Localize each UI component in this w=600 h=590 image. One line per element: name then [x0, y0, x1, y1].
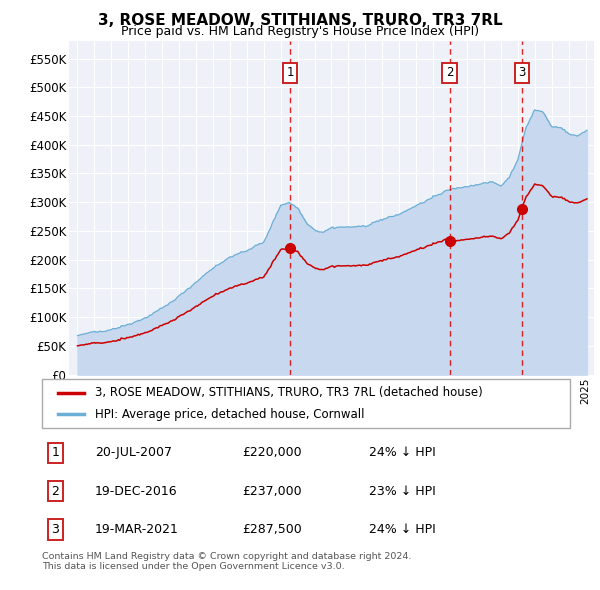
Text: £237,000: £237,000: [242, 484, 302, 498]
Text: 1: 1: [51, 446, 59, 460]
Text: 2: 2: [51, 484, 59, 498]
Text: 3: 3: [51, 523, 59, 536]
Text: 24% ↓ HPI: 24% ↓ HPI: [370, 446, 436, 460]
Text: 3, ROSE MEADOW, STITHIANS, TRURO, TR3 7RL: 3, ROSE MEADOW, STITHIANS, TRURO, TR3 7R…: [98, 13, 502, 28]
Text: £287,500: £287,500: [242, 523, 302, 536]
Text: Price paid vs. HM Land Registry's House Price Index (HPI): Price paid vs. HM Land Registry's House …: [121, 25, 479, 38]
Text: 1: 1: [286, 67, 294, 80]
Text: 3: 3: [518, 67, 525, 80]
Text: HPI: Average price, detached house, Cornwall: HPI: Average price, detached house, Corn…: [95, 408, 364, 421]
FancyBboxPatch shape: [42, 379, 570, 428]
Text: 23% ↓ HPI: 23% ↓ HPI: [370, 484, 436, 498]
Text: 24% ↓ HPI: 24% ↓ HPI: [370, 523, 436, 536]
Text: £220,000: £220,000: [242, 446, 302, 460]
Text: 3, ROSE MEADOW, STITHIANS, TRURO, TR3 7RL (detached house): 3, ROSE MEADOW, STITHIANS, TRURO, TR3 7R…: [95, 386, 482, 399]
Text: 20-JUL-2007: 20-JUL-2007: [95, 446, 172, 460]
Text: 2: 2: [446, 67, 453, 80]
Text: Contains HM Land Registry data © Crown copyright and database right 2024.
This d: Contains HM Land Registry data © Crown c…: [42, 552, 412, 571]
Text: 19-DEC-2016: 19-DEC-2016: [95, 484, 178, 498]
Text: 19-MAR-2021: 19-MAR-2021: [95, 523, 179, 536]
